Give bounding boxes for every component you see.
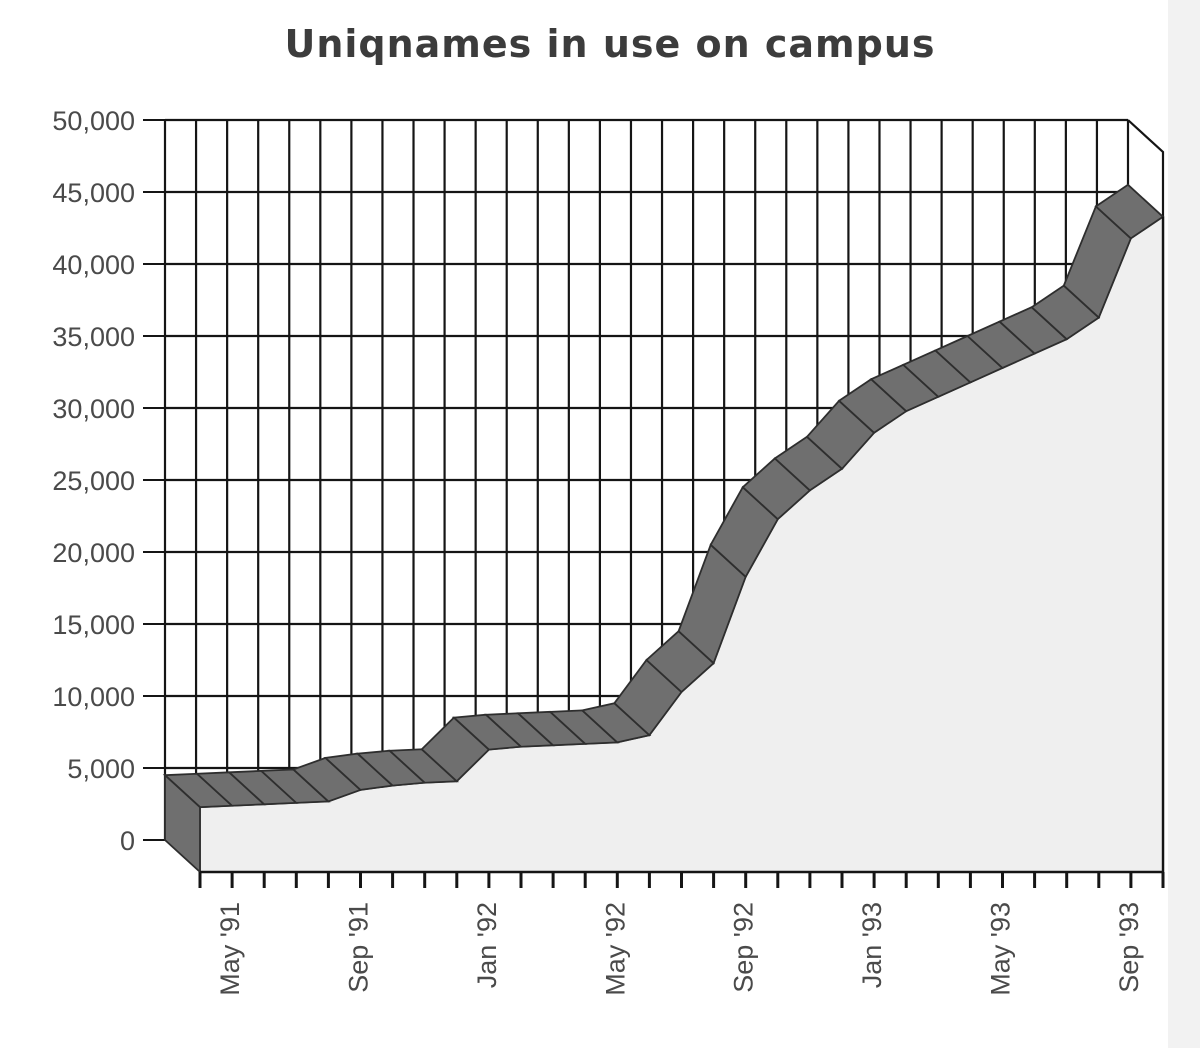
y-tick-label: 0 bbox=[120, 826, 135, 856]
x-tick-label: Jan '93 bbox=[857, 902, 887, 988]
y-tick-label: 25,000 bbox=[52, 466, 135, 496]
y-tick-label: 45,000 bbox=[52, 178, 135, 208]
page-edge bbox=[1168, 0, 1200, 1048]
y-tick-label: 30,000 bbox=[52, 394, 135, 424]
x-tick-label: Sep '92 bbox=[729, 902, 759, 993]
axes bbox=[198, 216, 1165, 888]
x-tick-label: May '93 bbox=[986, 902, 1016, 996]
x-axis-ticks: May '91 Sep '91 Jan '92 May '92 Sep '92 Jan '… bbox=[215, 902, 1144, 996]
chart-title: Uniqnames in use on campus bbox=[284, 22, 936, 66]
y-tick-label: 35,000 bbox=[52, 322, 135, 352]
y-tick-label: 15,000 bbox=[52, 610, 135, 640]
x-tick-label: May '92 bbox=[600, 902, 630, 996]
y-tick-label: 5,000 bbox=[67, 754, 135, 784]
y-tick-label: 50,000 bbox=[52, 106, 135, 136]
y-axis-ticks: 0 5,000 10,000 15,000 20,000 25,000 30,000 35,0… bbox=[52, 106, 135, 856]
x-tick-label: Sep '91 bbox=[344, 902, 374, 993]
x-tick-label: Jan '92 bbox=[472, 902, 502, 988]
x-tick-label: May '91 bbox=[215, 902, 245, 996]
y-tick-label: 10,000 bbox=[52, 682, 135, 712]
area-series bbox=[162, 183, 1165, 875]
x-tick-label: Sep '93 bbox=[1114, 902, 1144, 993]
y-tick-label: 20,000 bbox=[52, 538, 135, 568]
y-tick-label: 40,000 bbox=[52, 250, 135, 280]
